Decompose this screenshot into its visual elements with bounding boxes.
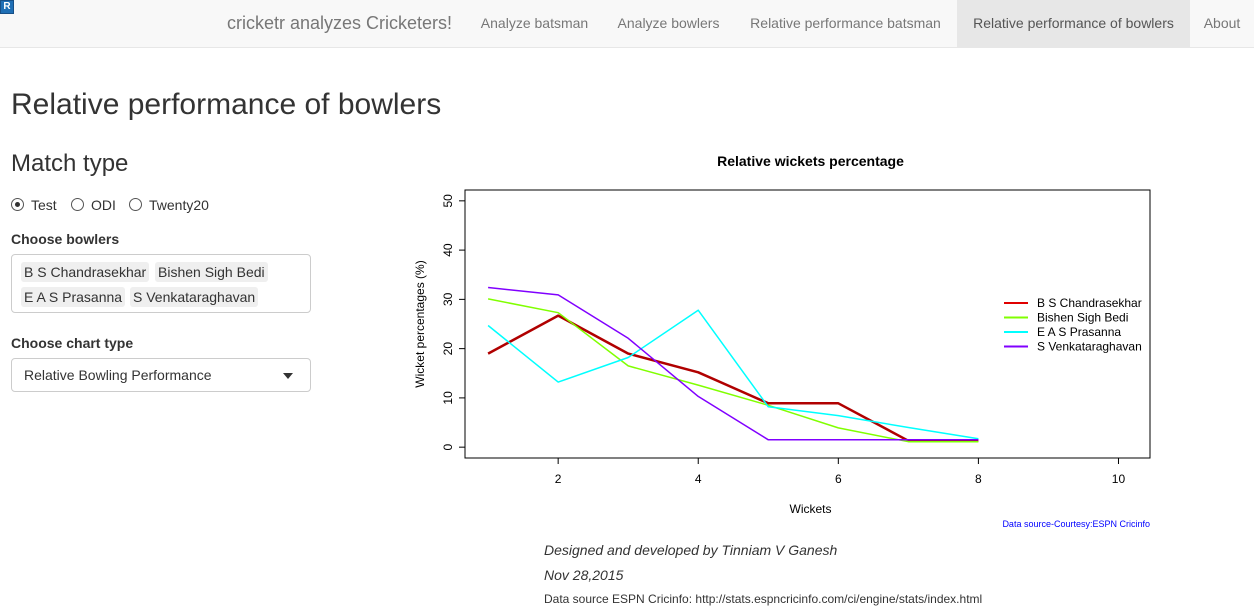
- date-text: Nov 28,2015: [544, 567, 624, 583]
- y-tick-label: 0: [441, 444, 455, 451]
- page-title: Relative performance of bowlers: [11, 88, 442, 121]
- radio-label-odi: ODI: [91, 197, 116, 213]
- tab-analyze-bowlers[interactable]: Analyze bowlers: [617, 15, 720, 31]
- r-logo-icon: R: [0, 0, 14, 14]
- bowlers-multiselect[interactable]: B S Chandrasekhar Bishen Sigh Bedi E A S…: [11, 254, 311, 313]
- series-line: [487, 298, 979, 443]
- x-tick-label: 6: [835, 472, 842, 486]
- bowler-chip[interactable]: B S Chandrasekhar: [21, 262, 150, 282]
- x-tick-label: 10: [1112, 472, 1126, 486]
- radio-label-test: Test: [31, 197, 57, 213]
- bowler-chip[interactable]: Bishen Sigh Bedi: [155, 262, 268, 282]
- x-axis-label: Wickets: [790, 502, 832, 516]
- legend-label: B S Chandrasekhar: [1037, 296, 1142, 310]
- chart-source-note: Data source-Courtesy:ESPN Cricinfo: [1002, 519, 1150, 529]
- choose-chart-type-label: Choose chart type: [11, 335, 134, 351]
- chart-type-value: Relative Bowling Performance: [24, 367, 212, 383]
- tab-analyze-batsman[interactable]: Analyze batsman: [480, 15, 589, 31]
- x-tick-label: 2: [555, 472, 562, 486]
- y-tick-label: 10: [441, 391, 455, 405]
- legend-label: Bishen Sigh Bedi: [1037, 311, 1128, 325]
- tab-relative-performance-batsman[interactable]: Relative performance batsman: [750, 15, 941, 31]
- legend-label: E A S Prasanna: [1037, 325, 1121, 339]
- radio-unchecked-icon[interactable]: [71, 198, 84, 211]
- radio-twenty20[interactable]: Twenty20: [129, 196, 219, 214]
- relative-wickets-chart: Relative wickets percentage 2 4 6 8 10 0 10 20 30…: [413, 153, 1151, 529]
- bowler-chip[interactable]: E A S Prasanna: [21, 287, 126, 307]
- legend-label: S Venkataraghavan: [1037, 340, 1142, 354]
- navbar: R cricketr analyzes Cricketers! Analyze …: [0, 0, 1254, 48]
- data-source-text: Data source ESPN Cricinfo: http://stats.…: [544, 592, 983, 606]
- radio-checked-icon[interactable]: [11, 198, 24, 211]
- radio-unchecked-icon[interactable]: [129, 198, 142, 211]
- radio-test[interactable]: Test: [11, 196, 61, 214]
- choose-bowlers-label: Choose bowlers: [11, 231, 120, 247]
- radio-odi[interactable]: ODI: [71, 196, 121, 214]
- radio-label-twenty20: Twenty20: [149, 197, 209, 213]
- series-line: [487, 314, 979, 443]
- y-tick-label: 20: [441, 342, 455, 356]
- tab-relative-performance-bowlers[interactable]: Relative performance of bowlers: [957, 0, 1190, 48]
- navbar-brand[interactable]: cricketr analyzes Cricketers!: [227, 13, 453, 33]
- x-tick-label: 8: [975, 472, 982, 486]
- chart-title: Relative wickets percentage: [717, 153, 904, 169]
- credit-text: Designed and developed by Tinniam V Gane…: [544, 542, 838, 558]
- chevron-down-icon[interactable]: [283, 373, 293, 379]
- y-axis-label: Wicket percentages (%): [413, 260, 427, 387]
- series-line: [487, 309, 979, 440]
- match-type-heading: Match type: [11, 150, 129, 177]
- y-tick-label: 40: [441, 243, 455, 257]
- tab-about[interactable]: About: [1203, 15, 1241, 31]
- y-tick-label: 30: [441, 292, 455, 306]
- chart-type-select[interactable]: Relative Bowling Performance: [11, 358, 311, 392]
- plot-frame: [464, 189, 1151, 459]
- y-tick-label: 50: [441, 194, 455, 208]
- x-tick-label: 4: [695, 472, 702, 486]
- bowler-chip[interactable]: S Venkataraghavan: [130, 287, 259, 307]
- series-line: [488, 286, 979, 441]
